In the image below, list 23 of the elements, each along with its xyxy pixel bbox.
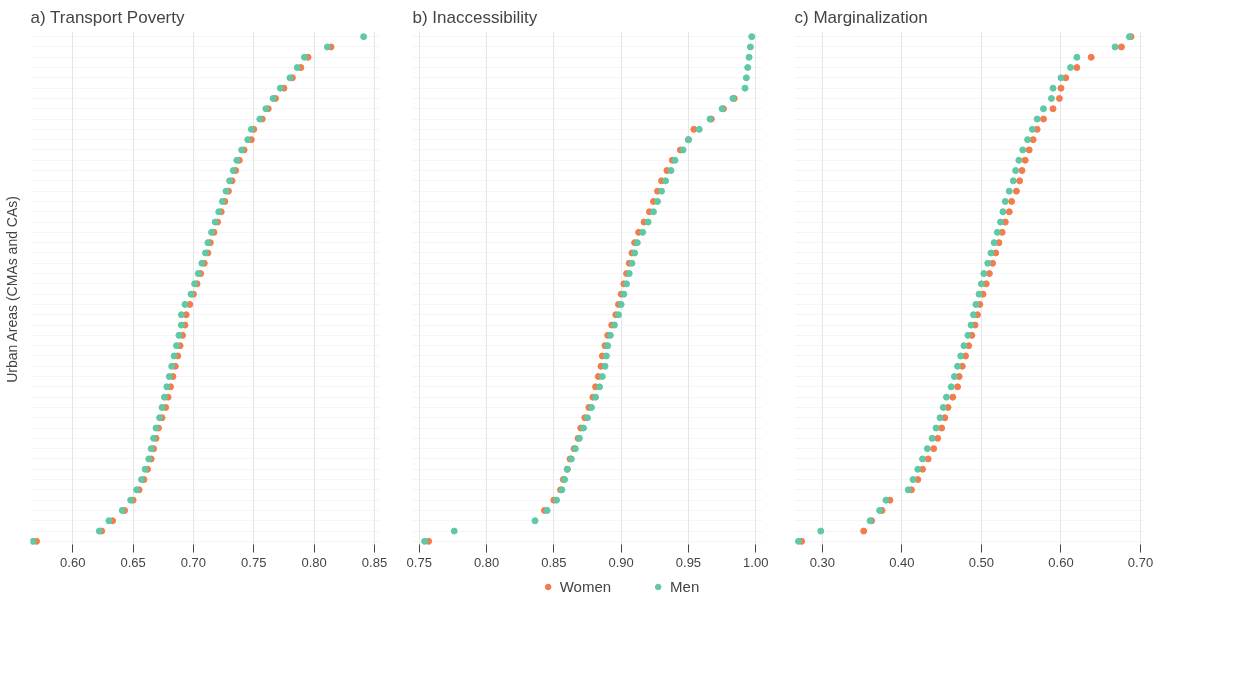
- x-tick-label: 0.85: [361, 554, 388, 570]
- chart-title: b) Inaccessibility: [412, 7, 538, 27]
- legend-label: Men: [670, 577, 700, 595]
- x-tick-label: 0.95: [675, 554, 702, 570]
- x-tick-label: 0.40: [889, 554, 915, 570]
- x-tick-label: 0.65: [120, 554, 146, 570]
- x-tick-label: 0.30: [809, 554, 835, 570]
- x-tick-label: 0.60: [1048, 554, 1074, 570]
- x-tick-label: 0.90: [608, 554, 634, 570]
- x-tick-label: 0.50: [968, 554, 995, 570]
- x-tick-label: 0.75: [406, 554, 432, 570]
- chart-title: a) Transport Poverty: [30, 7, 185, 27]
- x-tick-label: 0.60: [60, 554, 86, 570]
- chart-title: c) Marginalization: [794, 7, 928, 27]
- x-tick-label: 0.80: [301, 554, 327, 570]
- legend-label: Women: [559, 577, 612, 595]
- x-tick-label: 0.85: [541, 554, 567, 570]
- x-tick-label: 0.80: [473, 554, 500, 570]
- x-tick-label: 0.70: [1127, 554, 1154, 570]
- y-axis-title: Urban Areas (CMAs and CAs): [3, 196, 20, 383]
- x-tick-label: 1.00: [743, 554, 769, 570]
- x-tick-label: 0.70: [180, 554, 207, 570]
- x-tick-label: 0.75: [241, 554, 267, 570]
